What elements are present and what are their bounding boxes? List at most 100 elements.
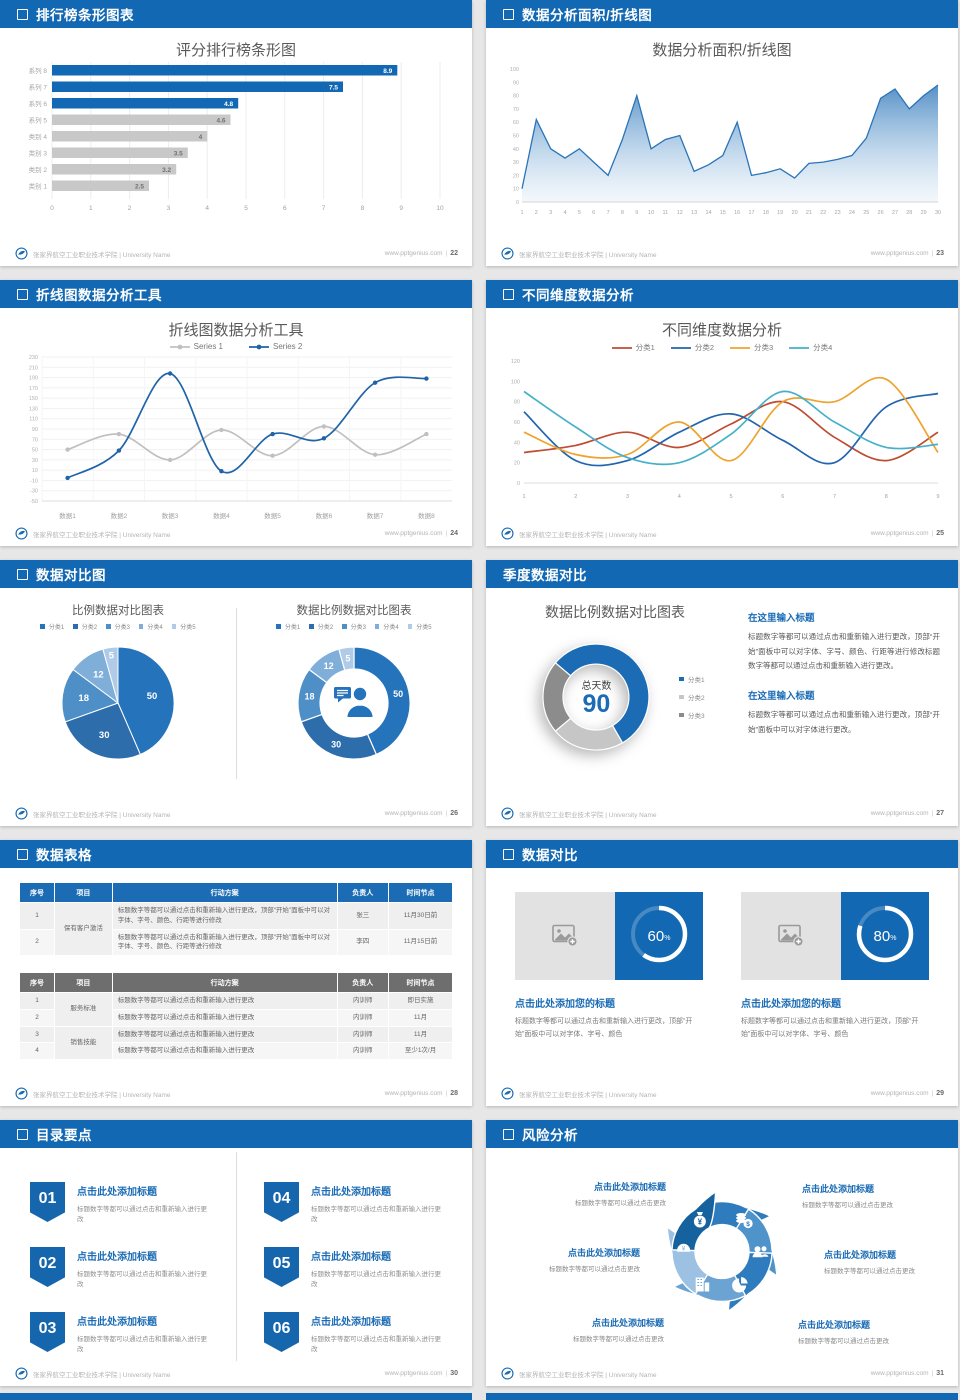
svg-text:30: 30 [331, 739, 341, 749]
svg-text:2.5: 2.5 [135, 184, 144, 191]
university-logo-icon [501, 527, 514, 540]
number-badge: 01 [30, 1182, 65, 1222]
slide-header-title: 目录要点 [36, 1128, 92, 1143]
svg-text:4: 4 [199, 134, 203, 141]
svg-text:数据7: 数据7 [367, 511, 384, 520]
svg-text:120: 120 [511, 359, 520, 365]
risk-item: 点击此处添加标题 标题数字等都可以通过点击更改 [575, 1182, 666, 1207]
slide-header: 风险分析 [486, 1120, 958, 1148]
cat4-swatch-icon [789, 344, 810, 352]
svg-text:16: 16 [734, 210, 740, 216]
series2-swatch-icon [249, 343, 269, 351]
series1-swatch-icon [169, 343, 190, 351]
chart-legend: 分类1 分类2 分类3 分类4 分类5 [236, 622, 472, 631]
svg-text:40: 40 [514, 440, 520, 446]
slide-risk-analysis[interactable]: 风险分析 ¥ $ ¥ 点击此处添加标题 标题数字等都可以通过点击更改 点击此处添加标题… [486, 1120, 958, 1386]
svg-text:26: 26 [878, 210, 884, 216]
svg-text:12: 12 [677, 210, 683, 216]
svg-text:¥: ¥ [682, 1246, 686, 1252]
svg-text:2: 2 [574, 494, 577, 500]
chart-legend: 分类1 分类2 分类3 [679, 674, 705, 720]
svg-text:系列 8: 系列 8 [29, 66, 48, 75]
svg-text:30: 30 [99, 730, 110, 741]
svg-text:4: 4 [205, 205, 209, 212]
svg-text:150: 150 [29, 396, 38, 402]
svg-text:19: 19 [777, 210, 783, 216]
slide-header: 季度数据对比 [486, 560, 958, 588]
risk-item: 点击此处添加标题 标题数字等都可以通过点击更改 [549, 1248, 640, 1273]
page-number: 30 [450, 1370, 458, 1377]
slide-data-tables[interactable]: 数据表格 序号 项目 行动方案 负责人 时间节点 1 保有客户激活 标题数字等都可以通过… [0, 840, 472, 1106]
svg-text:9: 9 [399, 205, 403, 212]
action-plan-table: 序号 项目 行动方案 负责人 时间节点 1 保有客户激活 标题数字等都可以通过点击和重新… [18, 882, 453, 956]
slide-area-chart[interactable]: 数据分析面积/折线图 数据分析面积/折线图 0 10 20 30 40 50 60 70 80 9… [486, 0, 958, 266]
bar-chart: 0 1 2 3 4 5 6 7 8 9 10 系列 8 8.9 系列 7 7.5 系列 6 4.8 系列 5 4.6… [0, 62, 472, 214]
page-number: 25 [936, 530, 944, 537]
slide-quarter-donut[interactable]: 季度数据对比 数据比例数据对比图表 总天数 90 [486, 560, 958, 826]
risk-item: 点击此处添加标题 标题数字等都可以通过点击更改 [573, 1318, 664, 1343]
slide-progress-compare[interactable]: 数据对比 60% 点击此处添加您的标题 标题 [486, 840, 958, 1106]
number-badge: 06 [264, 1312, 299, 1352]
legend-item: 分类1 [611, 342, 655, 353]
page-number: 24 [450, 530, 458, 537]
slide-pie-compare[interactable]: 数据对比图 比例数据对比图表 分类1 分类2 分类3 分类4 分类5 50 30 1… [0, 560, 472, 826]
risk-item: 点击此处添加标题 标题数字等都可以通过点击更改 [824, 1250, 915, 1275]
university-name: 张家界航空工业职业技术学院 | University Name [33, 251, 171, 259]
svg-text:10: 10 [32, 468, 38, 474]
chart-legend: 分类1 分类2 分类3 分类4 分类5 [0, 622, 236, 631]
website-url: www.pptgenius.com [384, 810, 443, 817]
donut-chart: 50 30 18 12 5 [236, 631, 472, 769]
svg-text:7.5: 7.5 [329, 85, 338, 92]
cat1-swatch-icon [611, 344, 632, 352]
next-row-slide-edge [486, 1393, 958, 1400]
slide-footer: 张家界航空工业职业技术学院 | University Name www.pptg… [0, 243, 472, 266]
university-name: 张家界航空工业职业技术学院 | University Name [33, 1371, 171, 1379]
university-logo-icon [15, 527, 28, 540]
legend-item: 分类3 [106, 622, 130, 631]
money-bag-icon: ¥ [693, 1212, 706, 1228]
legend-item: 分类1 [276, 622, 300, 631]
svg-text:-10: -10 [30, 478, 38, 484]
svg-text:8: 8 [361, 205, 365, 212]
legend-item: 分类3 [679, 710, 705, 720]
chart-title: 数据比例数据对比图表 [545, 604, 685, 620]
slide-bar-ranking[interactable]: 排行榜条形图表 评分排行榜条形图 0 1 2 3 4 5 6 7 8 9 10 系列 8 8.9 系列 7… [0, 0, 472, 266]
svg-text:40: 40 [513, 147, 519, 153]
svg-text:30: 30 [513, 160, 519, 166]
progress-card: 80% 点击此处添加您的标题 标题数字等都可以通过点击和重新输入进行更改，顶部“… [741, 892, 929, 1041]
slide-header: 数据对比 [486, 840, 958, 868]
svg-text:50: 50 [147, 691, 158, 702]
card-body: 标题数字等都可以通过点击和重新输入进行更改，顶部“开始”面板中可以对字体、字号、… [741, 1018, 919, 1038]
slide-toc-points[interactable]: 目录要点 01 点击此处添加标题 标题数字等都可以通过点击和重新输入进行更改 04 点… [0, 1120, 472, 1386]
slide-multi-line[interactable]: 不同维度数据分析 不同维度数据分析 分类1 分类2 分类3 分类4 120 100… [486, 280, 958, 546]
text-block-heading: 在这里输入标题 [748, 690, 815, 702]
svg-text:9: 9 [635, 210, 638, 216]
university-name: 张家界航空工业职业技术学院 | University Name [33, 811, 171, 819]
website-url: www.pptgenius.com [384, 250, 443, 257]
svg-text:9: 9 [936, 494, 939, 500]
square-bullet-icon [503, 8, 514, 20]
image-placeholder [515, 892, 615, 980]
svg-text:30: 30 [32, 458, 38, 464]
square-bullet-icon [503, 288, 514, 300]
university-name: 张家界航空工业职业技术学院 | University Name [519, 251, 657, 259]
svg-text:18: 18 [78, 693, 89, 704]
toc-item: 01 点击此处添加标题 标题数字等都可以通过点击和重新输入进行更改 [30, 1182, 208, 1223]
svg-text:50: 50 [393, 689, 403, 699]
svg-text:6: 6 [781, 494, 784, 500]
website-url: www.pptgenius.com [870, 1090, 929, 1097]
progress-value: 60 [647, 927, 665, 945]
slide-line-tool[interactable]: 折线图数据分析工具 折线图数据分析工具 Series 1 Series 2 23… [0, 280, 472, 546]
university-logo-icon [15, 1087, 28, 1100]
svg-text:5: 5 [109, 650, 115, 661]
line-chart: 230 210 190 170 150 130 110 90 70 50 30 10 -10 -30 -50… [0, 351, 472, 521]
svg-text:3: 3 [549, 210, 552, 216]
svg-text:类别 2: 类别 2 [29, 165, 48, 174]
svg-text:70: 70 [513, 107, 519, 113]
page-number: 31 [936, 1370, 944, 1377]
donut-center-label: 总天数 [581, 681, 612, 692]
website-url: www.pptgenius.com [384, 1090, 443, 1097]
chart-legend: Series 1 Series 2 [0, 342, 472, 351]
slide-header: 折线图数据分析工具 [0, 280, 472, 308]
website-url: www.pptgenius.com [384, 530, 443, 537]
